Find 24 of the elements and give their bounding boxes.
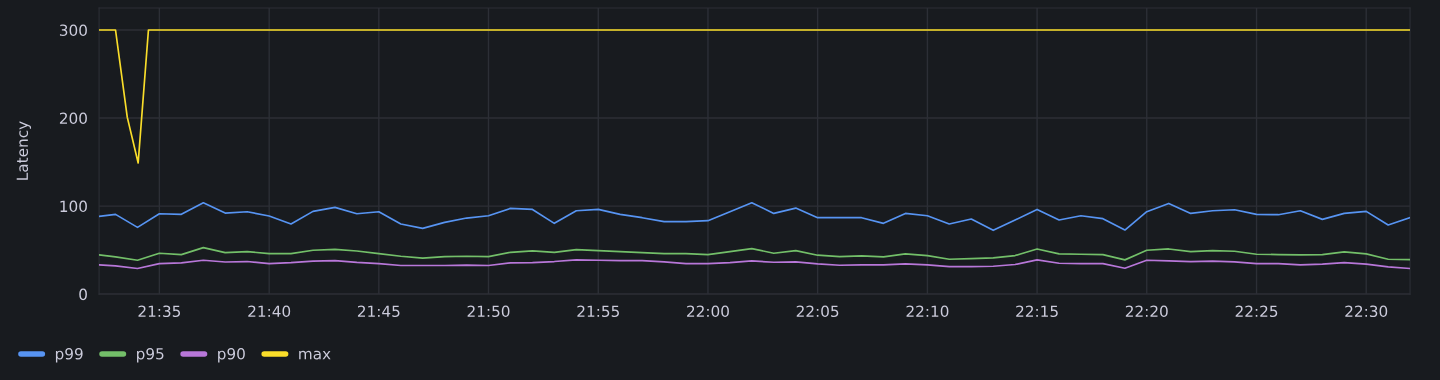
x-tick-label: 21:45 [357,305,400,318]
x-tick-label: 22:10 [906,305,949,318]
legend-label: p90 [218,347,245,363]
x-tick-label: 22:05 [796,305,839,318]
y-tick-label: 300 [59,24,87,37]
x-tick-label: 21:35 [138,305,181,318]
legend-label: max [299,350,331,360]
x-tick-label: 22:15 [1016,305,1058,318]
y-tick-label: 100 [60,200,87,213]
legend-label: p99 [55,347,83,363]
y-tick-label: 200 [59,112,87,125]
x-tick-label: 21:40 [248,305,291,318]
x-tick-label: 22:25 [1235,305,1278,318]
y-tick-label: 0 [79,288,87,301]
x-tick-label: 22:20 [1125,305,1168,318]
line-series [99,259,1411,270]
y-axis-title: Latency [16,121,32,180]
x-tick-label: 21:55 [577,305,619,318]
line-series [99,246,1411,262]
x-tick-label: 22:30 [1345,305,1388,318]
line-series [99,201,1411,232]
legend-label: p95 [137,347,164,363]
x-tick-label: 22:00 [687,305,729,318]
x-tick-label: 21:50 [467,305,510,318]
